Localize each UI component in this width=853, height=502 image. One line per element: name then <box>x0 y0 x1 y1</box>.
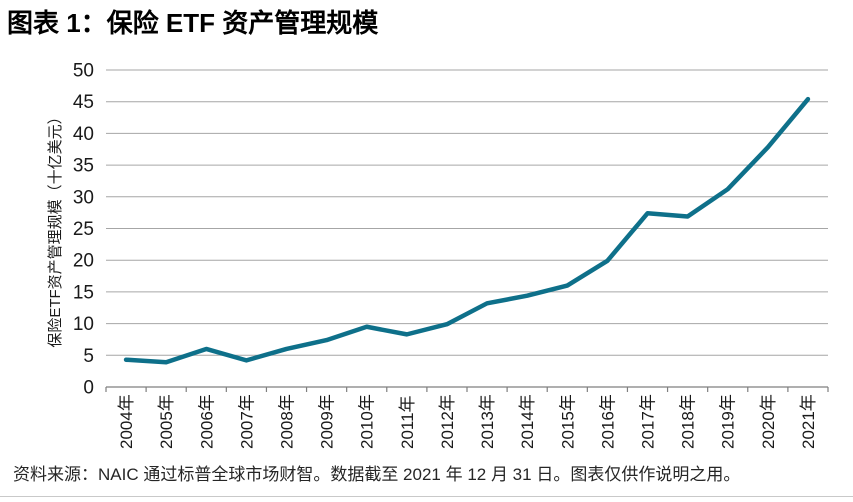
x-tick-label: 2011年 <box>398 395 417 449</box>
y-tick-label: 10 <box>73 314 94 335</box>
source-note: 资料来源：NAIC 通过标普全球市场财智。数据截至 2021 年 12 月 31… <box>13 465 741 484</box>
y-tick-label: 5 <box>83 346 94 367</box>
x-tick-label: 2010年 <box>358 394 377 449</box>
x-tick-label: 2015年 <box>558 394 577 449</box>
y-tick-label: 25 <box>73 219 94 240</box>
y-tick-label: 20 <box>73 251 94 272</box>
y-tick-label: 15 <box>73 282 94 303</box>
x-tick-label: 2006年 <box>197 394 216 449</box>
x-tick-label: 2016年 <box>598 394 617 449</box>
chart-title: 图表 1：保险 ETF 资产管理规模 <box>7 8 379 38</box>
x-tick-label: 2020年 <box>759 394 778 449</box>
x-tick-label: 2014年 <box>518 394 537 449</box>
y-tick-label: 45 <box>73 92 94 113</box>
x-tick-label: 2008年 <box>278 394 297 449</box>
y-tick-label: 0 <box>83 378 94 399</box>
x-tick-label: 2012年 <box>438 394 457 449</box>
y-tick-label: 50 <box>73 61 94 82</box>
x-tick-label: 2018年 <box>679 394 698 449</box>
x-tick-label: 2004年 <box>117 394 136 449</box>
y-axis-title: 保险ETF资产管理规模（十亿美元） <box>47 109 64 347</box>
x-tick-label: 2007年 <box>237 394 256 449</box>
line-chart: 0 5 10 15 20 25 30 35 40 45 50 2004年 2005年 2006年 2007年… <box>47 61 829 449</box>
data-line <box>123 96 811 365</box>
bottom-divider <box>0 496 853 497</box>
x-tick-label: 2009年 <box>318 394 337 449</box>
x-tick-label: 2013年 <box>478 394 497 449</box>
x-tick-label: 2021年 <box>799 394 818 449</box>
y-tick-label: 40 <box>73 124 94 145</box>
y-tick-label: 30 <box>73 187 94 208</box>
x-tick-label: 2017年 <box>639 394 658 449</box>
y-tick-label: 35 <box>73 156 94 177</box>
x-tick-label: 2005年 <box>157 394 176 449</box>
x-tick-label: 2019年 <box>719 394 738 449</box>
